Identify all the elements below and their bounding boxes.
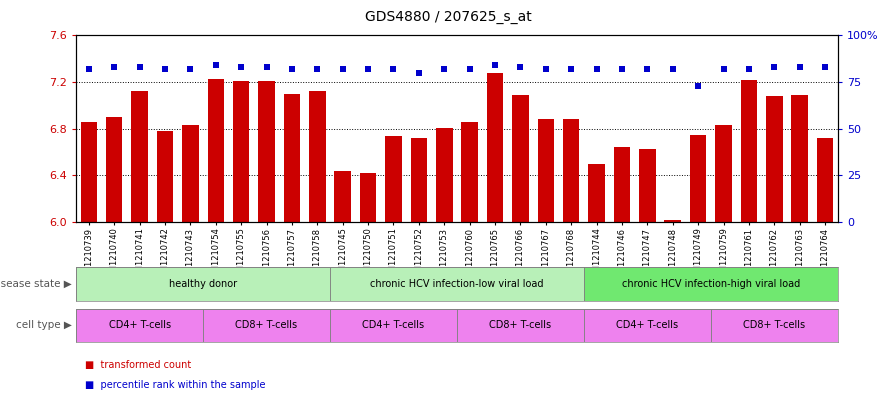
Text: GDS4880 / 207625_s_at: GDS4880 / 207625_s_at xyxy=(365,10,531,24)
Bar xyxy=(766,96,782,222)
Bar xyxy=(461,122,478,222)
Text: CD8+ T-cells: CD8+ T-cells xyxy=(743,320,806,330)
Bar xyxy=(284,94,300,222)
Bar xyxy=(203,309,330,342)
Point xyxy=(184,66,198,72)
Bar xyxy=(690,134,706,222)
Point xyxy=(691,83,705,89)
Point xyxy=(513,64,528,70)
Bar xyxy=(711,309,838,342)
Point xyxy=(209,62,223,68)
Bar xyxy=(487,73,504,222)
Bar xyxy=(157,131,173,222)
Point xyxy=(108,64,122,70)
Text: cell type ▶: cell type ▶ xyxy=(16,320,72,330)
Point xyxy=(793,64,807,70)
Point xyxy=(437,66,452,72)
Point xyxy=(310,66,324,72)
Bar xyxy=(385,136,401,222)
Bar xyxy=(817,138,833,222)
Text: CD4+ T-cells: CD4+ T-cells xyxy=(362,320,425,330)
Point xyxy=(488,62,503,68)
Bar xyxy=(791,95,808,222)
Bar xyxy=(258,81,275,222)
Bar xyxy=(410,138,427,222)
Bar xyxy=(233,81,249,222)
Point xyxy=(462,66,477,72)
Bar xyxy=(665,220,681,222)
Bar xyxy=(132,91,148,222)
Point xyxy=(767,64,781,70)
Text: ■  percentile rank within the sample: ■ percentile rank within the sample xyxy=(85,380,265,390)
Bar xyxy=(614,147,630,222)
Point xyxy=(285,66,299,72)
Point xyxy=(133,64,147,70)
Bar xyxy=(436,128,452,222)
Bar xyxy=(457,309,584,342)
Point xyxy=(260,64,274,70)
Bar xyxy=(208,79,224,222)
Text: healthy donor: healthy donor xyxy=(169,279,237,289)
Bar xyxy=(330,309,457,342)
Bar xyxy=(360,173,376,222)
Bar xyxy=(563,119,580,222)
Point xyxy=(742,66,756,72)
Bar xyxy=(106,117,123,222)
Bar xyxy=(334,171,351,222)
Point xyxy=(564,66,579,72)
Bar xyxy=(182,125,199,222)
Bar xyxy=(715,125,732,222)
Bar xyxy=(584,267,838,301)
Point xyxy=(717,66,731,72)
Bar xyxy=(741,80,757,222)
Point xyxy=(361,66,375,72)
Bar xyxy=(584,309,711,342)
Point xyxy=(538,66,553,72)
Text: chronic HCV infection-low viral load: chronic HCV infection-low viral load xyxy=(370,279,544,289)
Point xyxy=(158,66,172,72)
Bar xyxy=(330,267,584,301)
Text: CD4+ T-cells: CD4+ T-cells xyxy=(616,320,678,330)
Point xyxy=(82,66,96,72)
Text: ■  transformed count: ■ transformed count xyxy=(85,360,192,371)
Text: chronic HCV infection-high viral load: chronic HCV infection-high viral load xyxy=(622,279,800,289)
Bar xyxy=(76,309,203,342)
Bar xyxy=(538,119,554,222)
Bar xyxy=(309,91,325,222)
Text: CD8+ T-cells: CD8+ T-cells xyxy=(489,320,552,330)
Bar xyxy=(589,164,605,222)
Point xyxy=(666,66,680,72)
Bar xyxy=(639,149,656,222)
Point xyxy=(641,66,655,72)
Text: CD8+ T-cells: CD8+ T-cells xyxy=(236,320,297,330)
Text: disease state ▶: disease state ▶ xyxy=(0,279,72,289)
Bar xyxy=(76,267,330,301)
Bar xyxy=(513,95,529,222)
Point xyxy=(590,66,604,72)
Point xyxy=(335,66,349,72)
Point xyxy=(234,64,248,70)
Point xyxy=(615,66,629,72)
Point xyxy=(386,66,401,72)
Point xyxy=(818,64,832,70)
Bar xyxy=(81,122,97,222)
Text: CD4+ T-cells: CD4+ T-cells xyxy=(108,320,171,330)
Point xyxy=(412,70,426,76)
